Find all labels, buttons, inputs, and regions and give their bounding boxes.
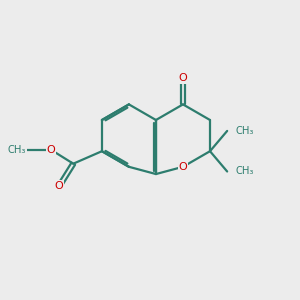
Text: O: O xyxy=(55,181,64,191)
Text: O: O xyxy=(178,73,187,83)
Text: CH₃: CH₃ xyxy=(8,145,26,154)
Text: CH₃: CH₃ xyxy=(236,167,254,176)
Text: O: O xyxy=(46,145,55,154)
Text: O: O xyxy=(178,162,187,172)
Text: CH₃: CH₃ xyxy=(236,126,254,136)
